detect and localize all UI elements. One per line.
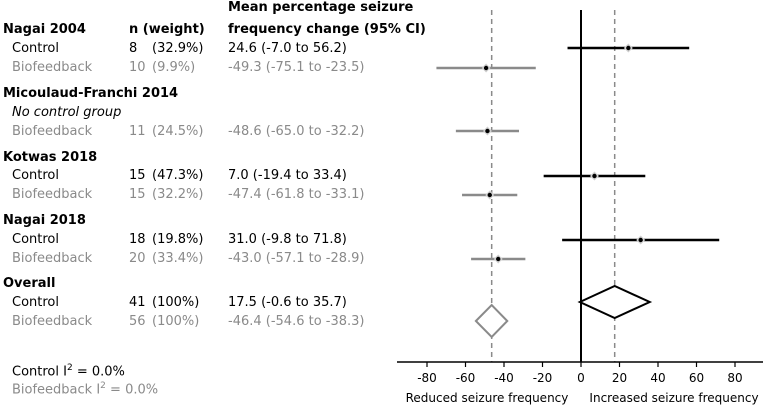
biofeedback-point-estimate [487, 192, 492, 198]
control-i-prefix: Control I [12, 364, 67, 380]
superscript: 2 [66, 363, 73, 373]
row-n: 8 [129, 41, 138, 56]
x-label-left: Reduced seizure frequency [406, 391, 569, 405]
biofeedback-point-estimate [496, 256, 501, 262]
control-heterogeneity: Control I2 = 0.0% [12, 360, 125, 380]
row-n: 10 [129, 60, 146, 75]
row-weight: (19.8%) [152, 232, 204, 247]
row-weight: (100%) [152, 295, 200, 310]
row-label: Biofeedback [12, 251, 93, 266]
study-title-kotwas-2018: Kotwas 2018 [3, 150, 98, 165]
x-tick-label: -80 [417, 371, 437, 385]
row-weight: (32.2%) [152, 187, 204, 202]
row-n: 20 [129, 251, 146, 266]
x-tick-label: -40 [494, 371, 514, 385]
row-label: Control [12, 295, 59, 310]
row-weight: (24.5%) [152, 124, 204, 139]
col-header-n: n (weight) [129, 22, 205, 37]
x-tick-label: -60 [456, 371, 476, 385]
row-ci-text: 31.0 (-9.8 to 71.8) [228, 232, 347, 247]
plot-layer: -80 -60 -40 -20 0 20 40 60 80 [397, 10, 763, 385]
biofeedback-i-prefix: Biofeedback I [12, 382, 101, 398]
row-ci-text: -49.3 (-75.1 to -23.5) [228, 60, 365, 75]
x-tick-label: 0 [577, 371, 585, 385]
control-point-estimate [638, 237, 643, 243]
row-n: 11 [129, 124, 146, 139]
row-label: Control [12, 232, 59, 247]
x-tick-label: -20 [533, 371, 553, 385]
row-n: 56 [129, 314, 146, 329]
biofeedback-point-estimate [483, 65, 489, 71]
biofeedback-point-estimate [485, 128, 490, 134]
row-weight: (32.9%) [152, 41, 204, 56]
control-i-value: = 0.0% [72, 364, 125, 380]
row-label: Control [12, 168, 59, 183]
study-title-nagai-2018: Nagai 2018 [3, 213, 86, 228]
biofeedback-heterogeneity: Biofeedback I2 = 0.0% [12, 378, 158, 398]
control-point-estimate [592, 173, 597, 179]
overall-title: Overall [3, 276, 56, 291]
biofeedback-overall-diamond [474, 303, 509, 339]
study-title-micoulaud-franchi-2014: Micoulaud-Franchi 2014 [3, 86, 179, 101]
study-title-nagai-2004: Nagai 2004 [3, 22, 86, 37]
control-overall-diamond [577, 284, 653, 320]
row-label: Biofeedback [12, 187, 93, 202]
col-header-mean-line1: Mean percentage seizure [228, 0, 414, 15]
row-n: 41 [129, 295, 146, 310]
row-n: 15 [129, 168, 146, 183]
row-ci-text: -47.4 (-61.8 to -33.1) [228, 187, 365, 202]
x-tick-label: 60 [689, 371, 704, 385]
row-ci-text: -48.6 (-65.0 to -32.2) [228, 124, 365, 139]
row-ci-text: 24.6 (-7.0 to 56.2) [228, 41, 347, 56]
control-point-estimate [626, 45, 631, 51]
row-ci-text: -43.0 (-57.1 to -28.9) [228, 251, 365, 266]
row-label: Biofeedback [12, 124, 93, 139]
row-label: Biofeedback [12, 314, 93, 329]
row-ci-text: -46.4 (-54.6 to -38.3) [228, 314, 365, 329]
row-ci-text: 17.5 (-0.6 to 35.7) [228, 295, 347, 310]
biofeedback-i-value: = 0.0% [105, 382, 159, 398]
col-header-mean-line2: frequency change (95% CI) [228, 22, 426, 37]
x-label-right: Increased seizure frequency [589, 391, 758, 405]
row-label: Control [12, 41, 59, 56]
row-label: Biofeedback [12, 60, 93, 75]
row-weight: (9.9%) [152, 60, 196, 75]
no-control-note: No control group [12, 105, 122, 120]
row-weight: (100%) [152, 314, 200, 329]
row-weight: (47.3%) [152, 168, 204, 183]
row-n: 18 [129, 232, 146, 247]
row-ci-text: 7.0 (-19.4 to 33.4) [228, 168, 347, 183]
row-weight: (33.4%) [152, 251, 204, 266]
row-n: 15 [129, 187, 146, 202]
superscript: 2 [100, 381, 106, 391]
x-tick-label: 80 [727, 371, 742, 385]
x-tick-label: 20 [612, 371, 627, 385]
x-tick-label: 40 [650, 371, 665, 385]
